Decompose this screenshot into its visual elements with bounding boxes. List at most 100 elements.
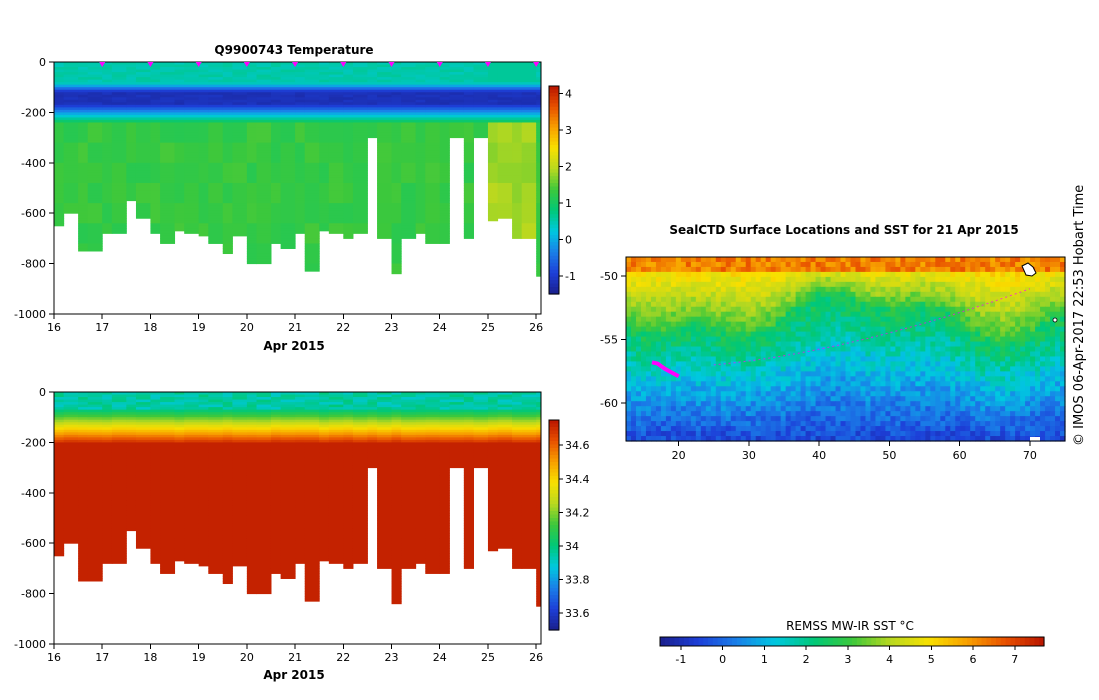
heatmap-cell <box>401 223 417 227</box>
heatmap-cell <box>102 167 113 171</box>
heatmap-cell <box>222 414 233 418</box>
heatmap-cell <box>449 74 465 78</box>
heatmap-cell <box>304 520 320 524</box>
heatmap-cell <box>54 449 65 453</box>
heatmap-cell <box>174 218 185 222</box>
heatmap-cell <box>367 87 378 91</box>
heatmap-cell <box>160 175 176 179</box>
heatmap-cell <box>246 114 258 118</box>
heatmap-cell <box>135 175 151 179</box>
heatmap-cell <box>280 422 296 426</box>
colorbar-swatch <box>549 290 559 295</box>
heatmap-cell <box>102 397 113 401</box>
heatmap-cell <box>160 112 176 116</box>
heatmap-cell <box>160 449 176 453</box>
heatmap-cell <box>174 112 185 116</box>
heatmap-cell <box>111 62 127 66</box>
heatmap-cell <box>135 117 151 121</box>
heatmap-cell <box>198 182 209 186</box>
heatmap-cell <box>270 193 282 197</box>
heatmap-cell <box>536 74 542 78</box>
heatmap-cell <box>63 480 79 484</box>
heatmap-cell <box>256 125 272 129</box>
heatmap-cell <box>174 538 185 542</box>
heatmap-cell <box>449 64 465 68</box>
heatmap-cell <box>160 170 176 174</box>
heatmap-cell <box>295 485 306 489</box>
heatmap-cell <box>270 92 282 96</box>
heatmap-cell <box>391 238 402 242</box>
heatmap-cell <box>352 424 368 428</box>
heatmap-cell <box>352 188 368 192</box>
heatmap-cell <box>126 140 137 144</box>
heatmap-cell <box>367 97 378 101</box>
heatmap-cell <box>391 457 402 461</box>
heatmap-cell <box>160 507 176 511</box>
heatmap-cell <box>401 67 417 71</box>
heatmap-cell <box>160 64 176 68</box>
heatmap-cell <box>63 414 79 418</box>
heatmap-cell <box>401 487 417 491</box>
heatmap-cell <box>328 512 344 516</box>
heatmap-cell <box>78 439 89 443</box>
heatmap-cell <box>78 140 89 144</box>
heatmap-cell <box>222 107 233 111</box>
heatmap-cell <box>222 407 233 411</box>
heatmap-cell <box>174 555 185 559</box>
heatmap-cell <box>343 142 354 146</box>
heatmap-cell <box>222 125 233 129</box>
heatmap-cell <box>401 475 417 479</box>
heatmap-cell <box>198 74 209 78</box>
heatmap-cell <box>174 432 185 436</box>
heatmap-cell <box>232 414 248 418</box>
heatmap-cell <box>304 429 320 433</box>
heatmap-cell <box>150 553 161 557</box>
heatmap-cell <box>78 457 89 461</box>
heatmap-cell <box>246 243 258 247</box>
heatmap-cell <box>401 135 417 139</box>
heatmap-cell <box>102 560 113 564</box>
heatmap-cell <box>280 392 296 396</box>
heatmap-cell <box>377 130 393 134</box>
heatmap-cell <box>232 177 248 181</box>
heatmap-cell <box>184 553 200 557</box>
heatmap-cell <box>160 190 176 194</box>
heatmap-cell <box>487 213 499 217</box>
heatmap-cell <box>198 180 209 184</box>
heatmap-cell <box>102 188 113 192</box>
heatmap-cell <box>270 545 282 549</box>
heatmap-cell <box>54 470 65 474</box>
heatmap-cell <box>352 545 368 549</box>
heatmap-cell <box>304 165 320 169</box>
heatmap-cell <box>63 460 79 464</box>
heatmap-cell <box>295 452 306 456</box>
heatmap-cell <box>184 220 200 224</box>
heatmap-cell <box>150 200 161 204</box>
heatmap-cell <box>497 89 513 93</box>
heatmap-cell <box>150 477 161 481</box>
heatmap-cell <box>521 107 537 111</box>
heatmap-cell <box>54 177 65 181</box>
heatmap-cell <box>328 67 344 71</box>
heatmap-cell <box>377 122 393 126</box>
heatmap-cell <box>160 213 176 217</box>
heatmap-cell <box>401 74 417 78</box>
heatmap-cell <box>487 130 499 134</box>
heatmap-cell <box>270 397 282 401</box>
heatmap-cell <box>111 228 127 232</box>
heatmap-cell <box>319 87 330 91</box>
heatmap-cell <box>135 439 151 443</box>
heatmap-cell <box>87 548 103 552</box>
colorbar-swatch <box>549 207 559 212</box>
heatmap-cell <box>352 434 368 438</box>
heatmap-cell <box>232 490 248 494</box>
heatmap-cell <box>391 424 402 428</box>
heatmap-cell <box>135 157 151 161</box>
x-tick-label: 17 <box>95 321 109 334</box>
heatmap-cell <box>377 64 393 68</box>
heatmap-cell <box>521 162 537 166</box>
heatmap-cell <box>208 422 224 426</box>
heatmap-cell <box>487 190 499 194</box>
heatmap-cell <box>304 528 320 532</box>
heatmap-cell <box>401 485 417 489</box>
